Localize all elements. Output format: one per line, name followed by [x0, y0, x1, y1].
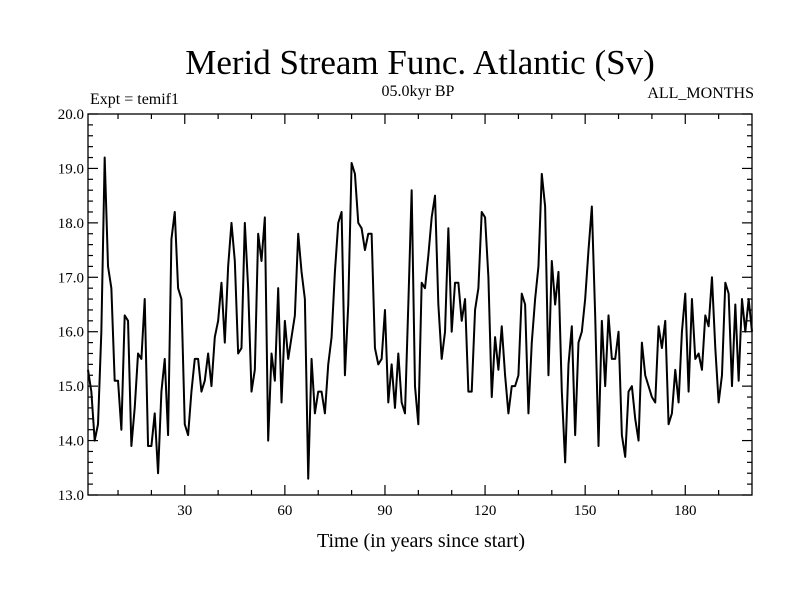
chart-title: Merid Stream Func. Atlantic (Sv)	[185, 43, 655, 82]
series-line	[87, 156, 753, 480]
plot-frame	[87, 113, 753, 496]
y-tick-label: 14.0	[58, 434, 84, 450]
x-tick-label: 30	[177, 503, 192, 519]
axis-ticks	[88, 113, 752, 496]
y-tick-label: 16.0	[58, 325, 84, 341]
y-tick-label: 18.0	[58, 216, 84, 232]
period-label: 05.0kyr BP	[382, 83, 455, 100]
x-tick-label: 90	[377, 503, 392, 519]
months-label: ALL_MONTHS	[647, 85, 754, 102]
y-tick-label: 15.0	[58, 379, 84, 395]
y-tick-label: 19.0	[58, 161, 84, 177]
x-axis-label: Time (in years since start)	[317, 530, 525, 552]
experiment-label: Expt = temif1	[90, 91, 179, 108]
y-tick-label: 17.0	[58, 270, 84, 286]
y-tick-label: 20.0	[58, 107, 84, 123]
x-tick-label: 150	[574, 503, 597, 519]
x-tick-label: 120	[474, 503, 497, 519]
x-tick-label: 180	[674, 503, 697, 519]
y-tick-label: 13.0	[58, 488, 84, 504]
axis-tick-labels: 30 60 90 120 150 180 13.0 14.0 15.0 16.0 17.0 18.0 1…	[58, 107, 697, 519]
x-tick-label: 60	[277, 503, 292, 519]
